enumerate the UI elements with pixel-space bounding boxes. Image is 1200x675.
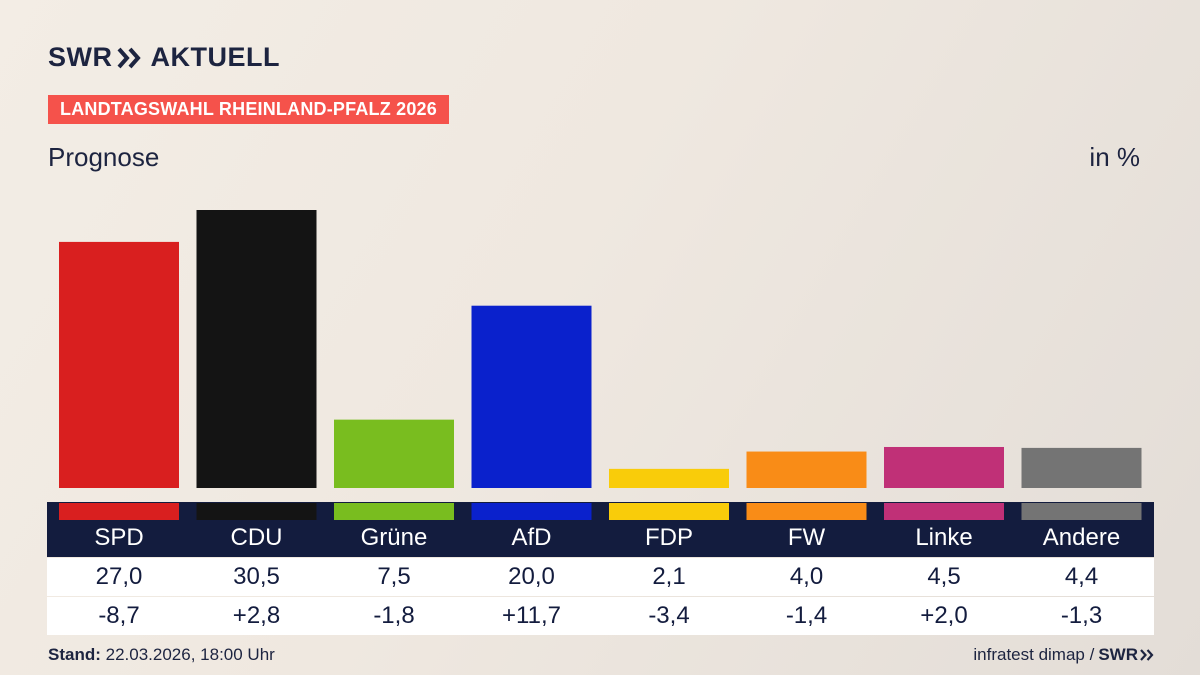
unit-label: in % [1089,142,1140,172]
value-label: 7,5 [377,563,411,590]
color-strip-spd [59,503,179,520]
bar-grüne [334,419,454,488]
bar-fw [746,451,867,488]
topic-badge: LANDTAGSWAHL RHEINLAND-PFALZ 2026 [48,95,449,124]
swr-aktuell-logo: SWR AKTUELL [48,42,280,73]
change-label: -8,7 [98,602,140,629]
color-strip-linke [884,503,1004,520]
change-label: -1,4 [785,602,828,629]
bar-linke [884,446,1004,488]
bar-fdp [609,468,729,488]
stand-info: Stand: 22.03.2026, 18:00 Uhr [48,645,275,665]
change-label: -1,3 [1060,602,1103,629]
value-label: 27,0 [95,563,143,590]
value-label: 20,0 [508,563,555,590]
source-brand: SWR [1098,645,1138,664]
chart-subtitle: Prognose [48,142,160,172]
color-strip-fdp [609,503,729,520]
source-text: infratest dimap / [973,645,1095,664]
stand-label: Stand: [48,645,101,664]
values-row [47,558,1154,596]
bar-spd [59,241,179,488]
double-chevron-icon [1140,649,1154,661]
party-label: Andere [1042,524,1121,551]
party-label: FDP [645,524,693,551]
party-label: Grüne [360,524,428,551]
color-strip-andere [1021,503,1142,520]
party-label: SPD [94,524,144,551]
color-strip-grüne [334,503,454,520]
bar-cdu [196,210,317,488]
value-label: 4,0 [789,563,824,590]
stand-value: 22.03.2026, 18:00 Uhr [105,645,275,664]
change-label: +2,8 [232,602,281,629]
party-label: AfD [511,524,552,551]
value-label: 4,4 [1064,563,1099,590]
value-label: 2,1 [652,563,686,590]
value-label: 30,5 [233,563,280,590]
bar-afd [471,305,592,488]
double-chevron-icon [117,47,141,68]
source-info: infratest dimap / SWR [973,645,1154,665]
change-label: +11,7 [502,602,561,629]
color-strip-cdu [196,503,317,520]
party-label: CDU [230,524,283,551]
value-label: 4,5 [927,563,961,590]
brand-suffix: AKTUELL [150,42,280,72]
brand-name: SWR [48,42,113,72]
party-label: FW [787,524,826,551]
changes-row [47,597,1154,635]
bar-andere [1021,447,1142,488]
change-label: -1,8 [373,602,415,629]
change-label: +2,0 [920,602,968,629]
color-strip-fw [746,503,867,520]
party-label: Linke [915,524,973,551]
change-label: -3,4 [648,602,690,629]
color-strip-afd [471,503,592,520]
